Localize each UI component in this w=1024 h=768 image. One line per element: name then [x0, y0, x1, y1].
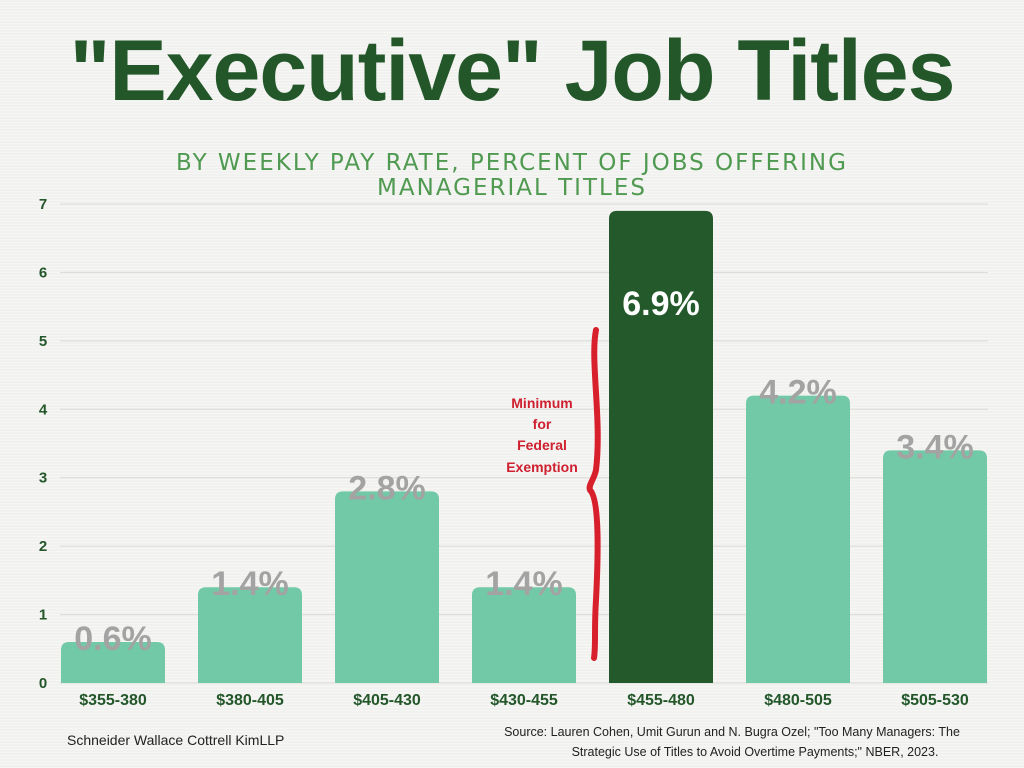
y-tick-label: 3 [39, 470, 47, 487]
bar-$380-405 [198, 587, 302, 683]
annotation-line-3: Federal [517, 437, 567, 453]
x-tick-label: $505-530 [901, 692, 969, 709]
credit: Schneider Wallace Cottrell KimLLP [67, 732, 284, 748]
x-tick-label: $355-380 [79, 692, 147, 709]
source-line-2: Strategic Use of Titles to Avoid Overtim… [572, 745, 939, 759]
data-label: 1.4% [485, 565, 563, 603]
source-line-1: Source: Lauren Cohen, Umit Gurun and N. … [504, 725, 960, 739]
y-tick-label: 6 [39, 264, 47, 281]
federal-minimum-brace [586, 327, 601, 661]
x-tick-label: $380-405 [216, 692, 284, 709]
data-label: 6.9% [622, 285, 700, 323]
y-tick-label: 1 [39, 607, 47, 624]
data-label: 2.8% [348, 469, 426, 507]
bar-$355-380 [61, 641, 165, 683]
data-labels: 0.6% 1.4% 2.8% 1.4% 6.9% 4.2% 3.4% [74, 285, 974, 658]
data-label: 1.4% [211, 565, 289, 603]
data-label: 0.6% [74, 620, 152, 658]
chart-subtitle-line-1: BY WEEKLY PAY RATE, PERCENT OF JOBS OFFE… [176, 150, 848, 176]
data-label: 3.4% [896, 428, 974, 466]
chart-title: "Executive" Job Titles [70, 23, 955, 119]
x-tick-label: $480-505 [764, 692, 832, 709]
y-tick-label: 7 [39, 196, 47, 213]
bars [61, 210, 987, 684]
bar-$480-505 [746, 395, 850, 683]
y-axis: 0 1 2 3 4 5 6 7 [39, 196, 48, 692]
x-tick-label: $430-455 [490, 692, 558, 709]
x-tick-label: $455-480 [627, 692, 695, 709]
annotation-line-2: for [533, 416, 552, 432]
x-tick-label: $405-430 [353, 692, 421, 709]
annotation-line-1: Minimum [511, 395, 572, 411]
y-tick-label: 2 [39, 538, 47, 555]
federal-exemption-annotation: Minimum for Federal Exemption [506, 395, 578, 475]
x-axis: $355-380 $380-405 $405-430 $430-455 $455-480… [79, 692, 969, 709]
chart-subtitle-line-2: MANAGERIAL TITLES [377, 175, 647, 201]
bar-$455-480 [609, 210, 713, 684]
data-label: 4.2% [759, 374, 837, 412]
bar-$430-455 [472, 587, 576, 683]
y-tick-label: 0 [39, 675, 47, 692]
annotation-line-4: Exemption [506, 459, 578, 475]
y-tick-label: 5 [39, 333, 47, 350]
bar-$505-530 [883, 450, 987, 683]
bar-$405-430 [335, 491, 439, 683]
y-tick-label: 4 [39, 401, 48, 418]
